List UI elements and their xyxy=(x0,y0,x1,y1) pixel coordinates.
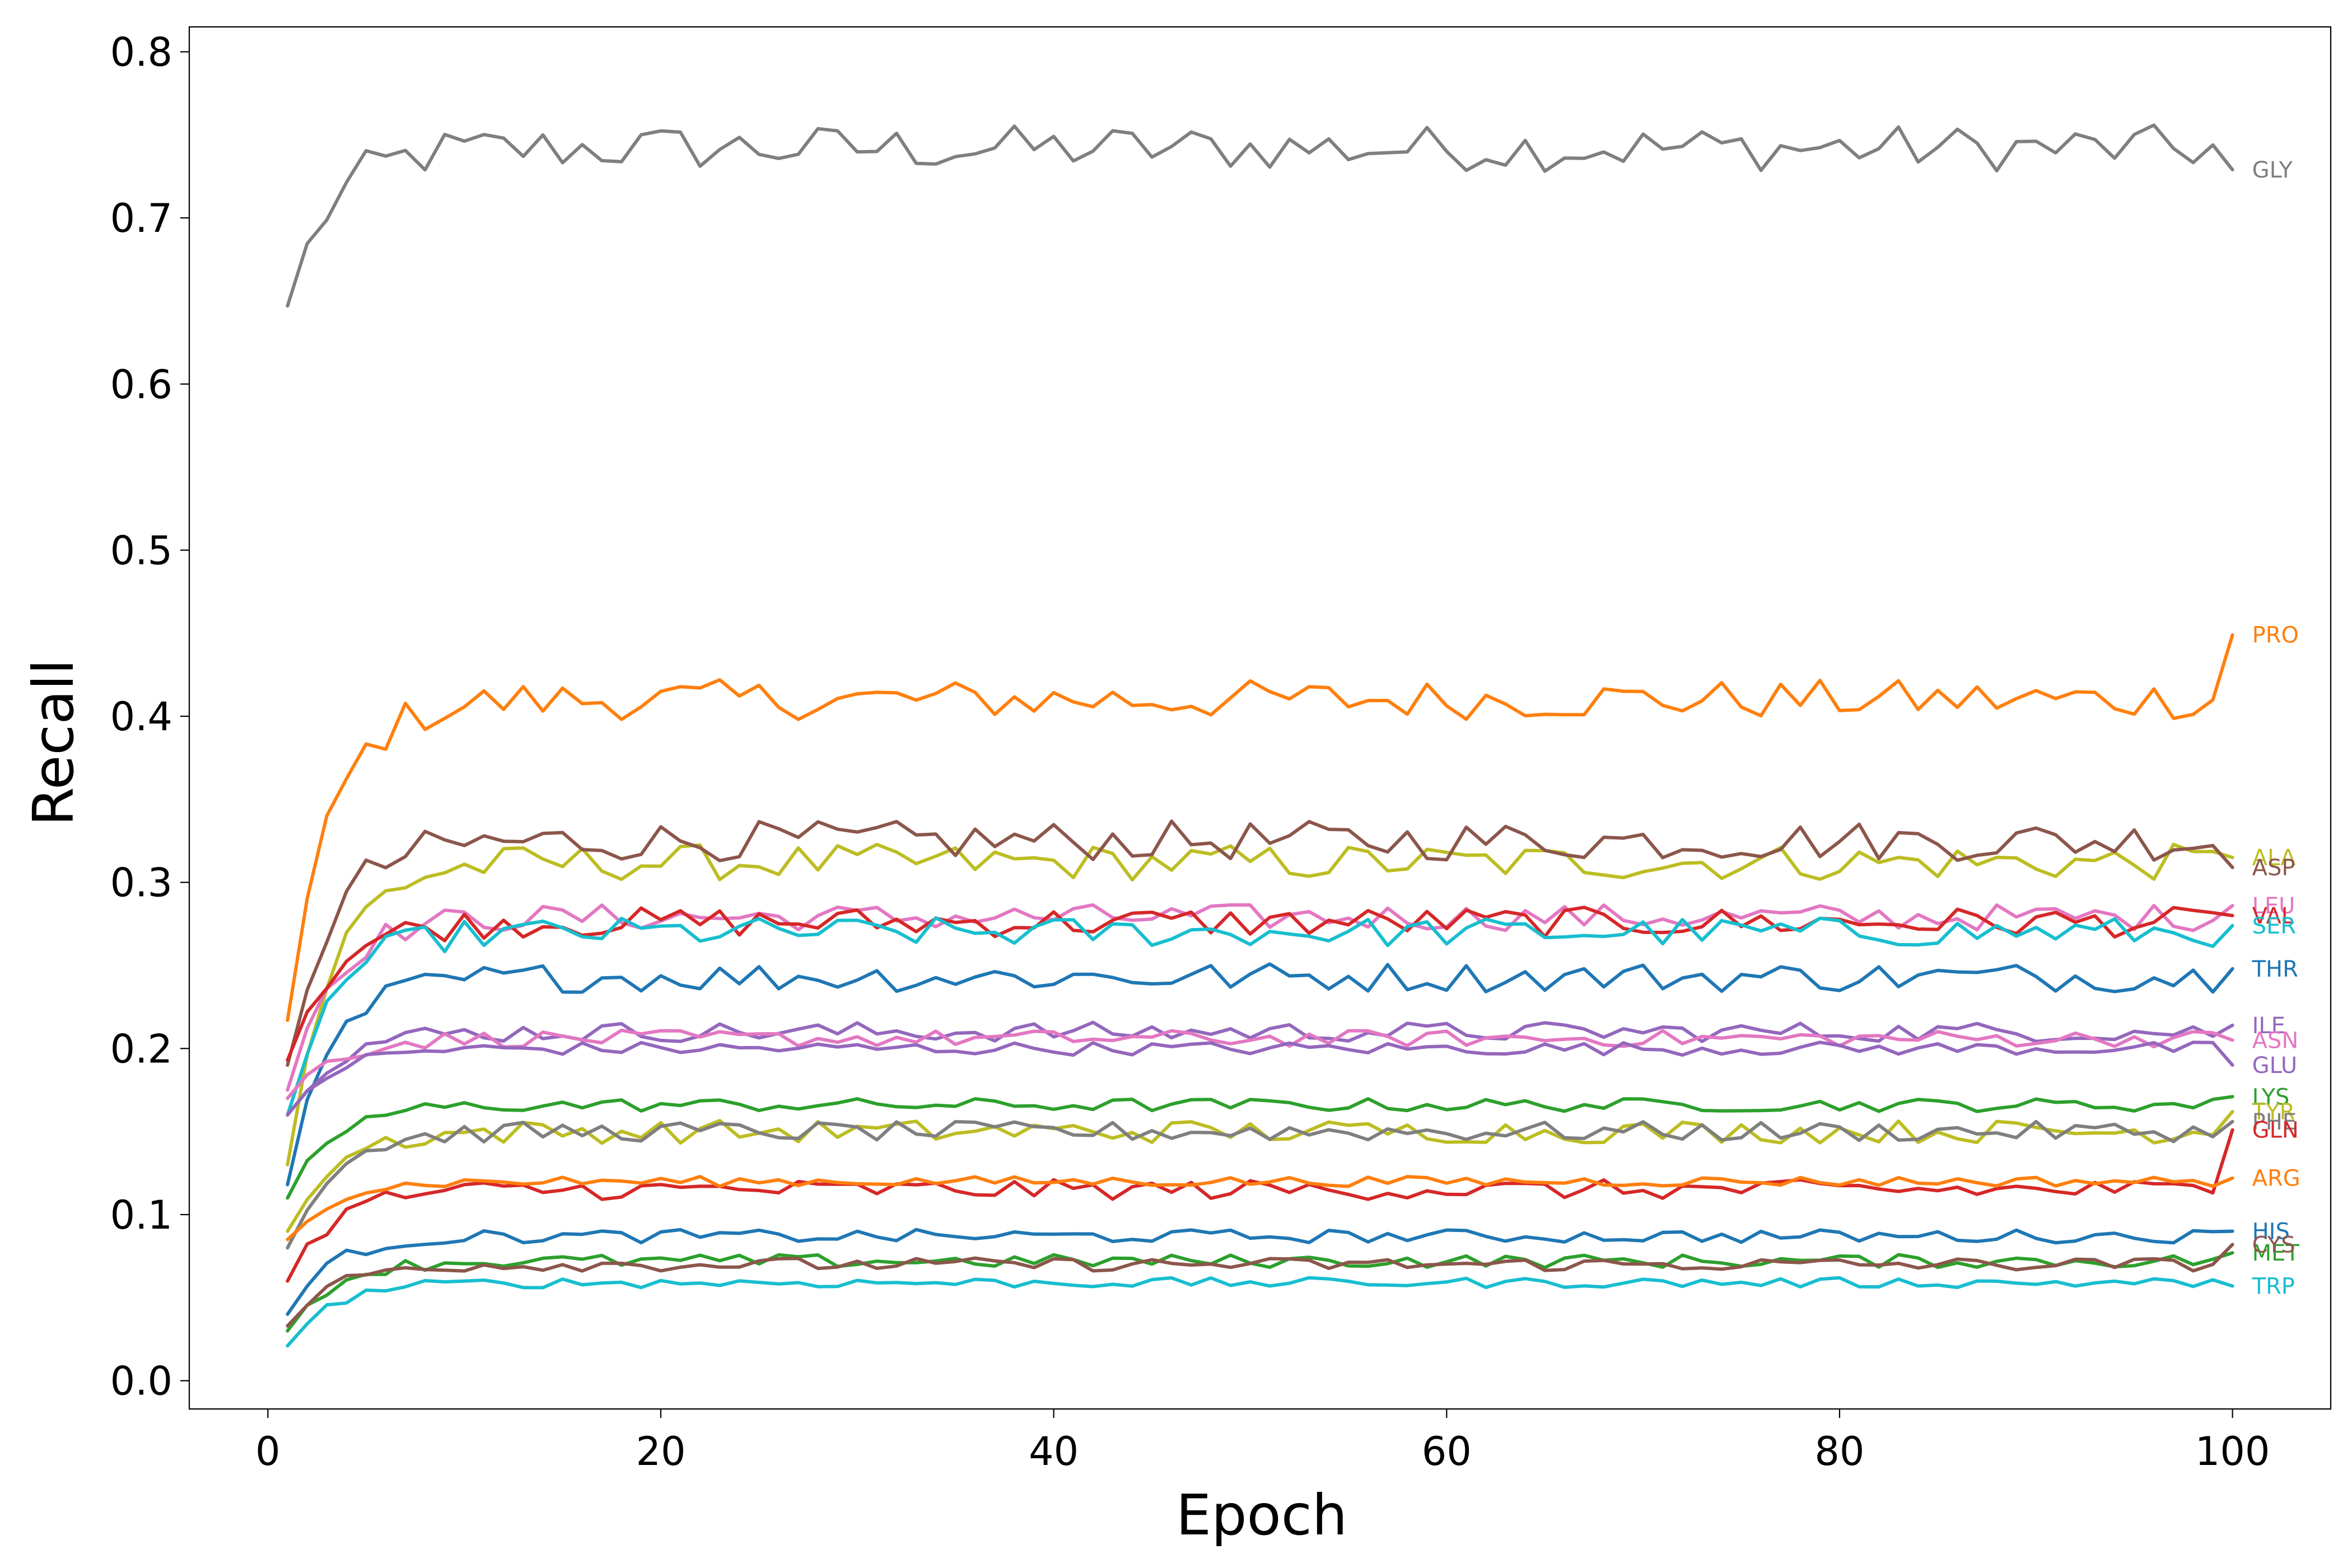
y-tick-label: 0.3 xyxy=(110,860,172,906)
series-lines xyxy=(286,123,2234,1348)
series-label-glu: GLU xyxy=(2252,1053,2298,1079)
series-label-gln: GLN xyxy=(2252,1118,2299,1144)
series-line-his xyxy=(286,1228,2234,1316)
series-label-asp: ASP xyxy=(2252,855,2295,881)
series-label-asn: ASN xyxy=(2252,1028,2299,1053)
series-line-ala xyxy=(286,843,2234,1166)
series-line-leu xyxy=(286,903,2234,1092)
x-axis-title: Epoch xyxy=(1176,1482,1347,1548)
ticks: 0 20 40 60 80 100 0.0 0.1 0.2 0.3 0.4 0.5 0.6 0.7 0.8 xyxy=(110,29,2270,1474)
series-label-cys: CYS xyxy=(2252,1232,2295,1258)
axes xyxy=(188,26,2332,1410)
series-label-arg: ARG xyxy=(2252,1166,2300,1192)
x-tick-label: 80 xyxy=(1814,1429,1864,1474)
series-label-phe: PHE xyxy=(2252,1109,2297,1135)
y-tick-label: 0.2 xyxy=(110,1026,172,1072)
y-tick-label: 0.5 xyxy=(110,528,172,573)
y-tick-label: 0.6 xyxy=(110,362,172,408)
plot-frame xyxy=(188,26,2332,1410)
series-line-arg xyxy=(286,1175,2234,1242)
series-line-ile xyxy=(286,1020,2234,1117)
series-line-asn xyxy=(286,1028,2234,1100)
series-line-glu xyxy=(286,1040,2234,1117)
series-label-ile: ILE xyxy=(2252,1013,2285,1039)
series-label-ser: SER xyxy=(2252,913,2296,939)
series-line-trp xyxy=(286,1276,2234,1348)
series-label-met: MET xyxy=(2252,1240,2300,1266)
x-tick-label: 100 xyxy=(2195,1429,2270,1474)
series-line-pro xyxy=(286,633,2234,1022)
y-tick-label: 0.1 xyxy=(110,1192,172,1238)
series-line-asp xyxy=(286,819,2234,1067)
series-label-tyr: TYR xyxy=(2252,1099,2295,1125)
series-line-cys xyxy=(286,1243,2234,1328)
series-line-ser xyxy=(286,916,2234,1117)
series-line-tyr xyxy=(286,1110,2234,1233)
y-tick-label: 0.7 xyxy=(110,195,172,241)
y-axis-title: Recall xyxy=(21,659,86,826)
series-label-gly: GLY xyxy=(2252,157,2293,183)
series-label-leu: LEU xyxy=(2252,893,2295,919)
x-tick-label: 60 xyxy=(1422,1429,1472,1474)
series-line-phe xyxy=(286,1119,2234,1250)
x-tick-label: 0 xyxy=(255,1429,281,1474)
x-tick-label: 40 xyxy=(1029,1429,1079,1474)
y-tick-label: 0.4 xyxy=(110,694,172,740)
y-tick-label: 0.8 xyxy=(110,29,172,75)
y-tick-label: 0.0 xyxy=(110,1359,172,1404)
series-line-lys xyxy=(286,1095,2234,1200)
x-tick-label: 20 xyxy=(636,1429,685,1474)
series-line-thr xyxy=(286,962,2234,1187)
series-label-his: HIS xyxy=(2252,1219,2290,1245)
series-label-thr: THR xyxy=(2252,956,2298,982)
series-label-pro: PRO xyxy=(2252,623,2299,648)
series-label-val: VAL xyxy=(2252,903,2294,929)
series-label-lys: LYS xyxy=(2252,1084,2290,1110)
series-line-met xyxy=(286,1251,2234,1333)
series-label-trp: TRP xyxy=(2252,1273,2295,1299)
series-label-ala: ALA xyxy=(2252,845,2297,871)
series-line-gly xyxy=(286,123,2234,308)
